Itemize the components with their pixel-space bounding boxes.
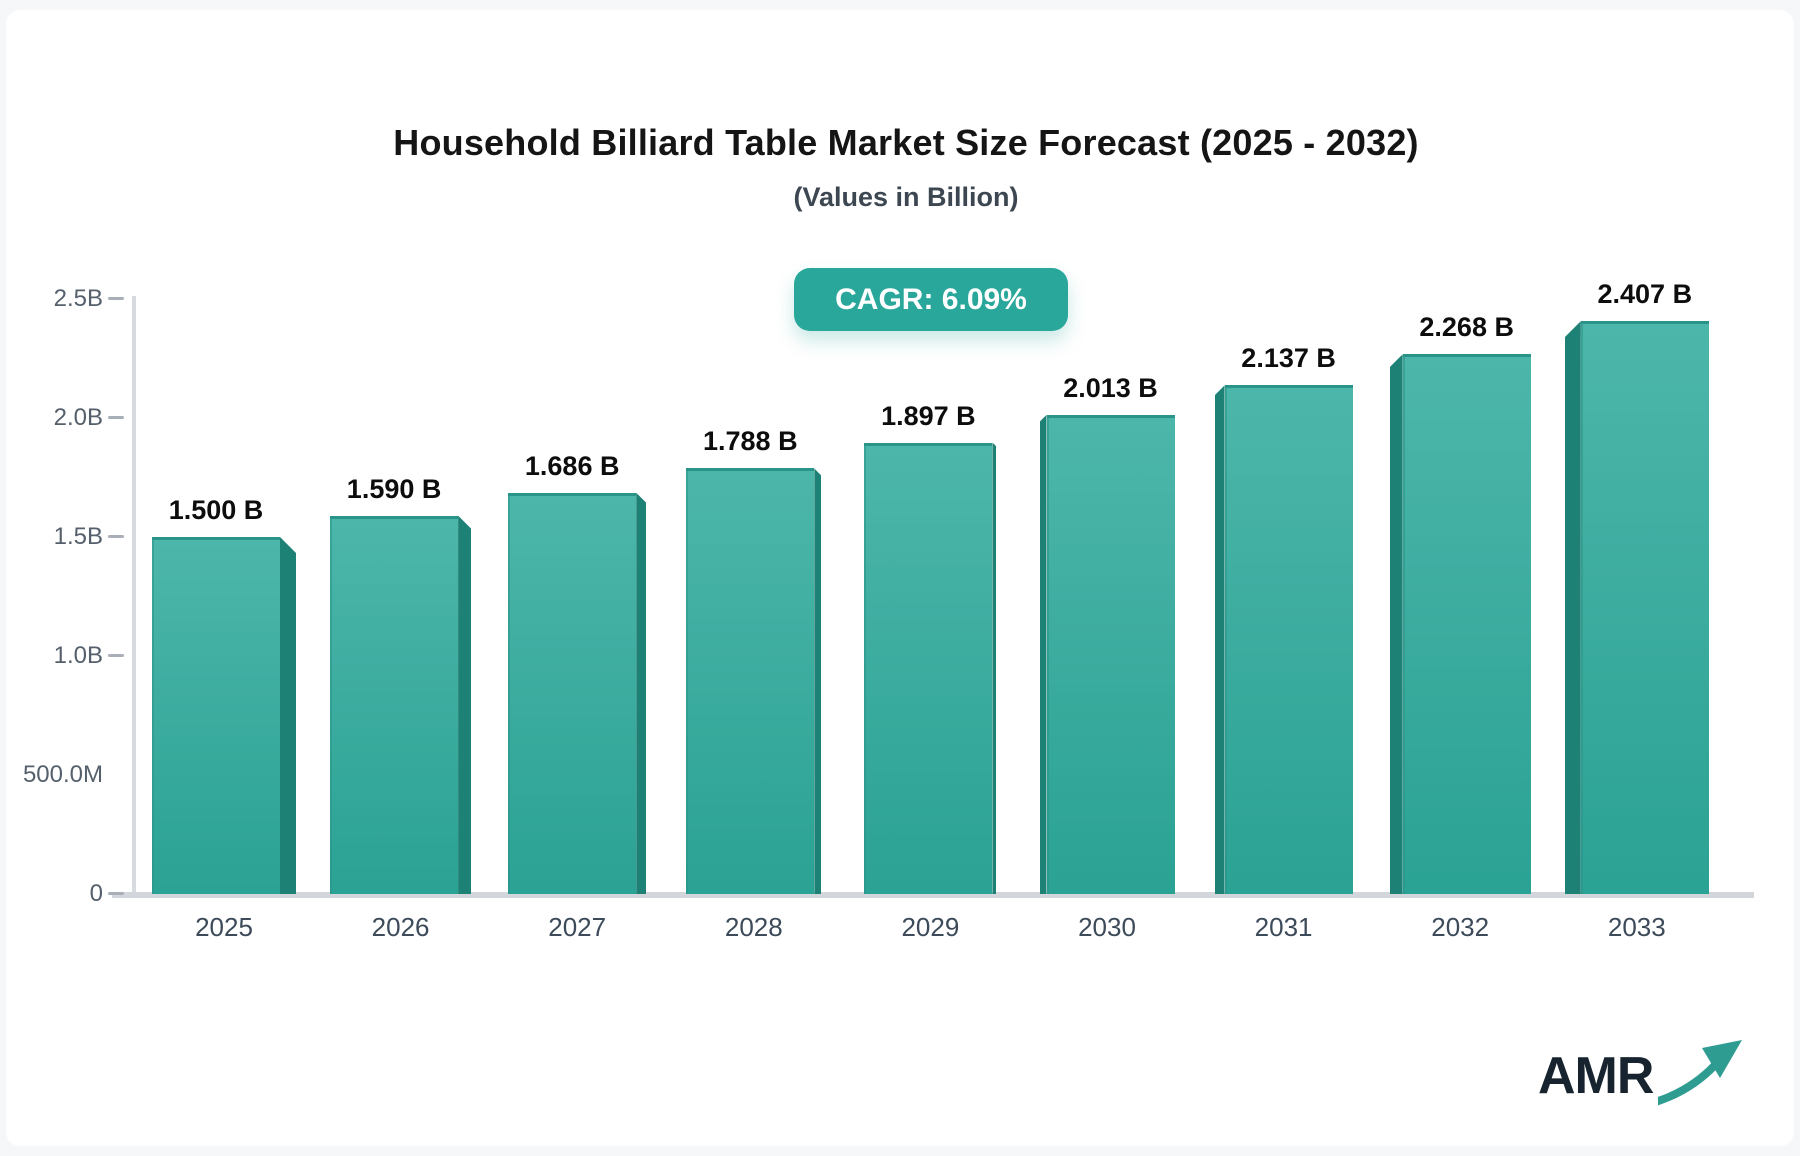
bar-2033 [1580,321,1709,894]
growth-arrow-icon [1658,1040,1742,1106]
bar-2026 [330,515,459,894]
bar-side-3d [280,537,296,894]
bar-value-label: 1.500 B [168,495,264,525]
chart-card: Household Billiard Table Market Size For… [6,10,1794,1146]
y-tick-mark [108,416,124,419]
bar-side-3d [636,492,647,894]
chart-title: Household Billiard Table Market Size For… [393,122,1419,163]
y-tick-label: 2.5B [53,285,103,312]
y-tick-mark [108,654,124,657]
x-tick-label: 2025 [195,912,253,942]
x-tick-label: 2033 [1607,912,1666,942]
x-tick-label: 2026 [371,912,430,942]
bar-side-3d [1564,321,1581,894]
bar-side-3d [1389,354,1403,894]
y-tick-label: 1.0B [53,642,103,669]
bar-value-label: 2.137 B [1241,343,1336,374]
bar-2032 [1402,354,1531,894]
bar-side-3d [458,515,472,894]
bar-value-label: 2.407 B [1597,279,1693,310]
y-tick-label: 2.0B [53,404,103,431]
bar-value-label: 2.013 B [1063,372,1158,403]
bar-value-label: 1.686 B [524,450,620,481]
y-tick-mark [108,535,124,538]
cagr-badge: CAGR: 6.09% [794,268,1068,331]
x-tick-label: 2029 [901,912,960,942]
bar-value-label: 2.268 B [1419,312,1514,343]
bar-value-label: 1.897 B [881,400,976,431]
bar-side-3d [814,468,822,894]
y-tick-mark [108,297,124,300]
bar-value-label: 1.590 B [346,473,442,504]
y-tick-label: 0 [89,880,103,907]
x-axis-line [112,892,1754,898]
y-axis-line [132,296,136,896]
y-tick-label: 500.0M [22,761,103,788]
bar-2031 [1224,385,1353,894]
x-tick-label: 2030 [1078,912,1136,942]
bar-2027 [508,492,637,894]
x-tick-label: 2027 [548,912,607,942]
amr-logo-text: AMR [1538,1047,1654,1105]
bar-2025 [152,537,280,894]
y-tick-mark [108,892,124,895]
x-tick-label: 2031 [1254,912,1313,942]
bar-side-3d [1214,385,1225,894]
bar-2029 [864,442,993,894]
y-tick-label: 1.5B [53,523,103,550]
x-tick-label: 2028 [724,912,783,942]
bar-value-label: 1.788 B [703,426,798,457]
bar-2030 [1046,414,1175,894]
bar-side-3d [1039,414,1047,894]
bar-2028 [686,468,815,894]
x-tick-label: 2032 [1431,912,1490,942]
bar-side-3d [992,442,997,894]
chart-subtitle: (Values in Billion) [793,182,1019,212]
amr-logo: AMR [1538,1038,1748,1124]
